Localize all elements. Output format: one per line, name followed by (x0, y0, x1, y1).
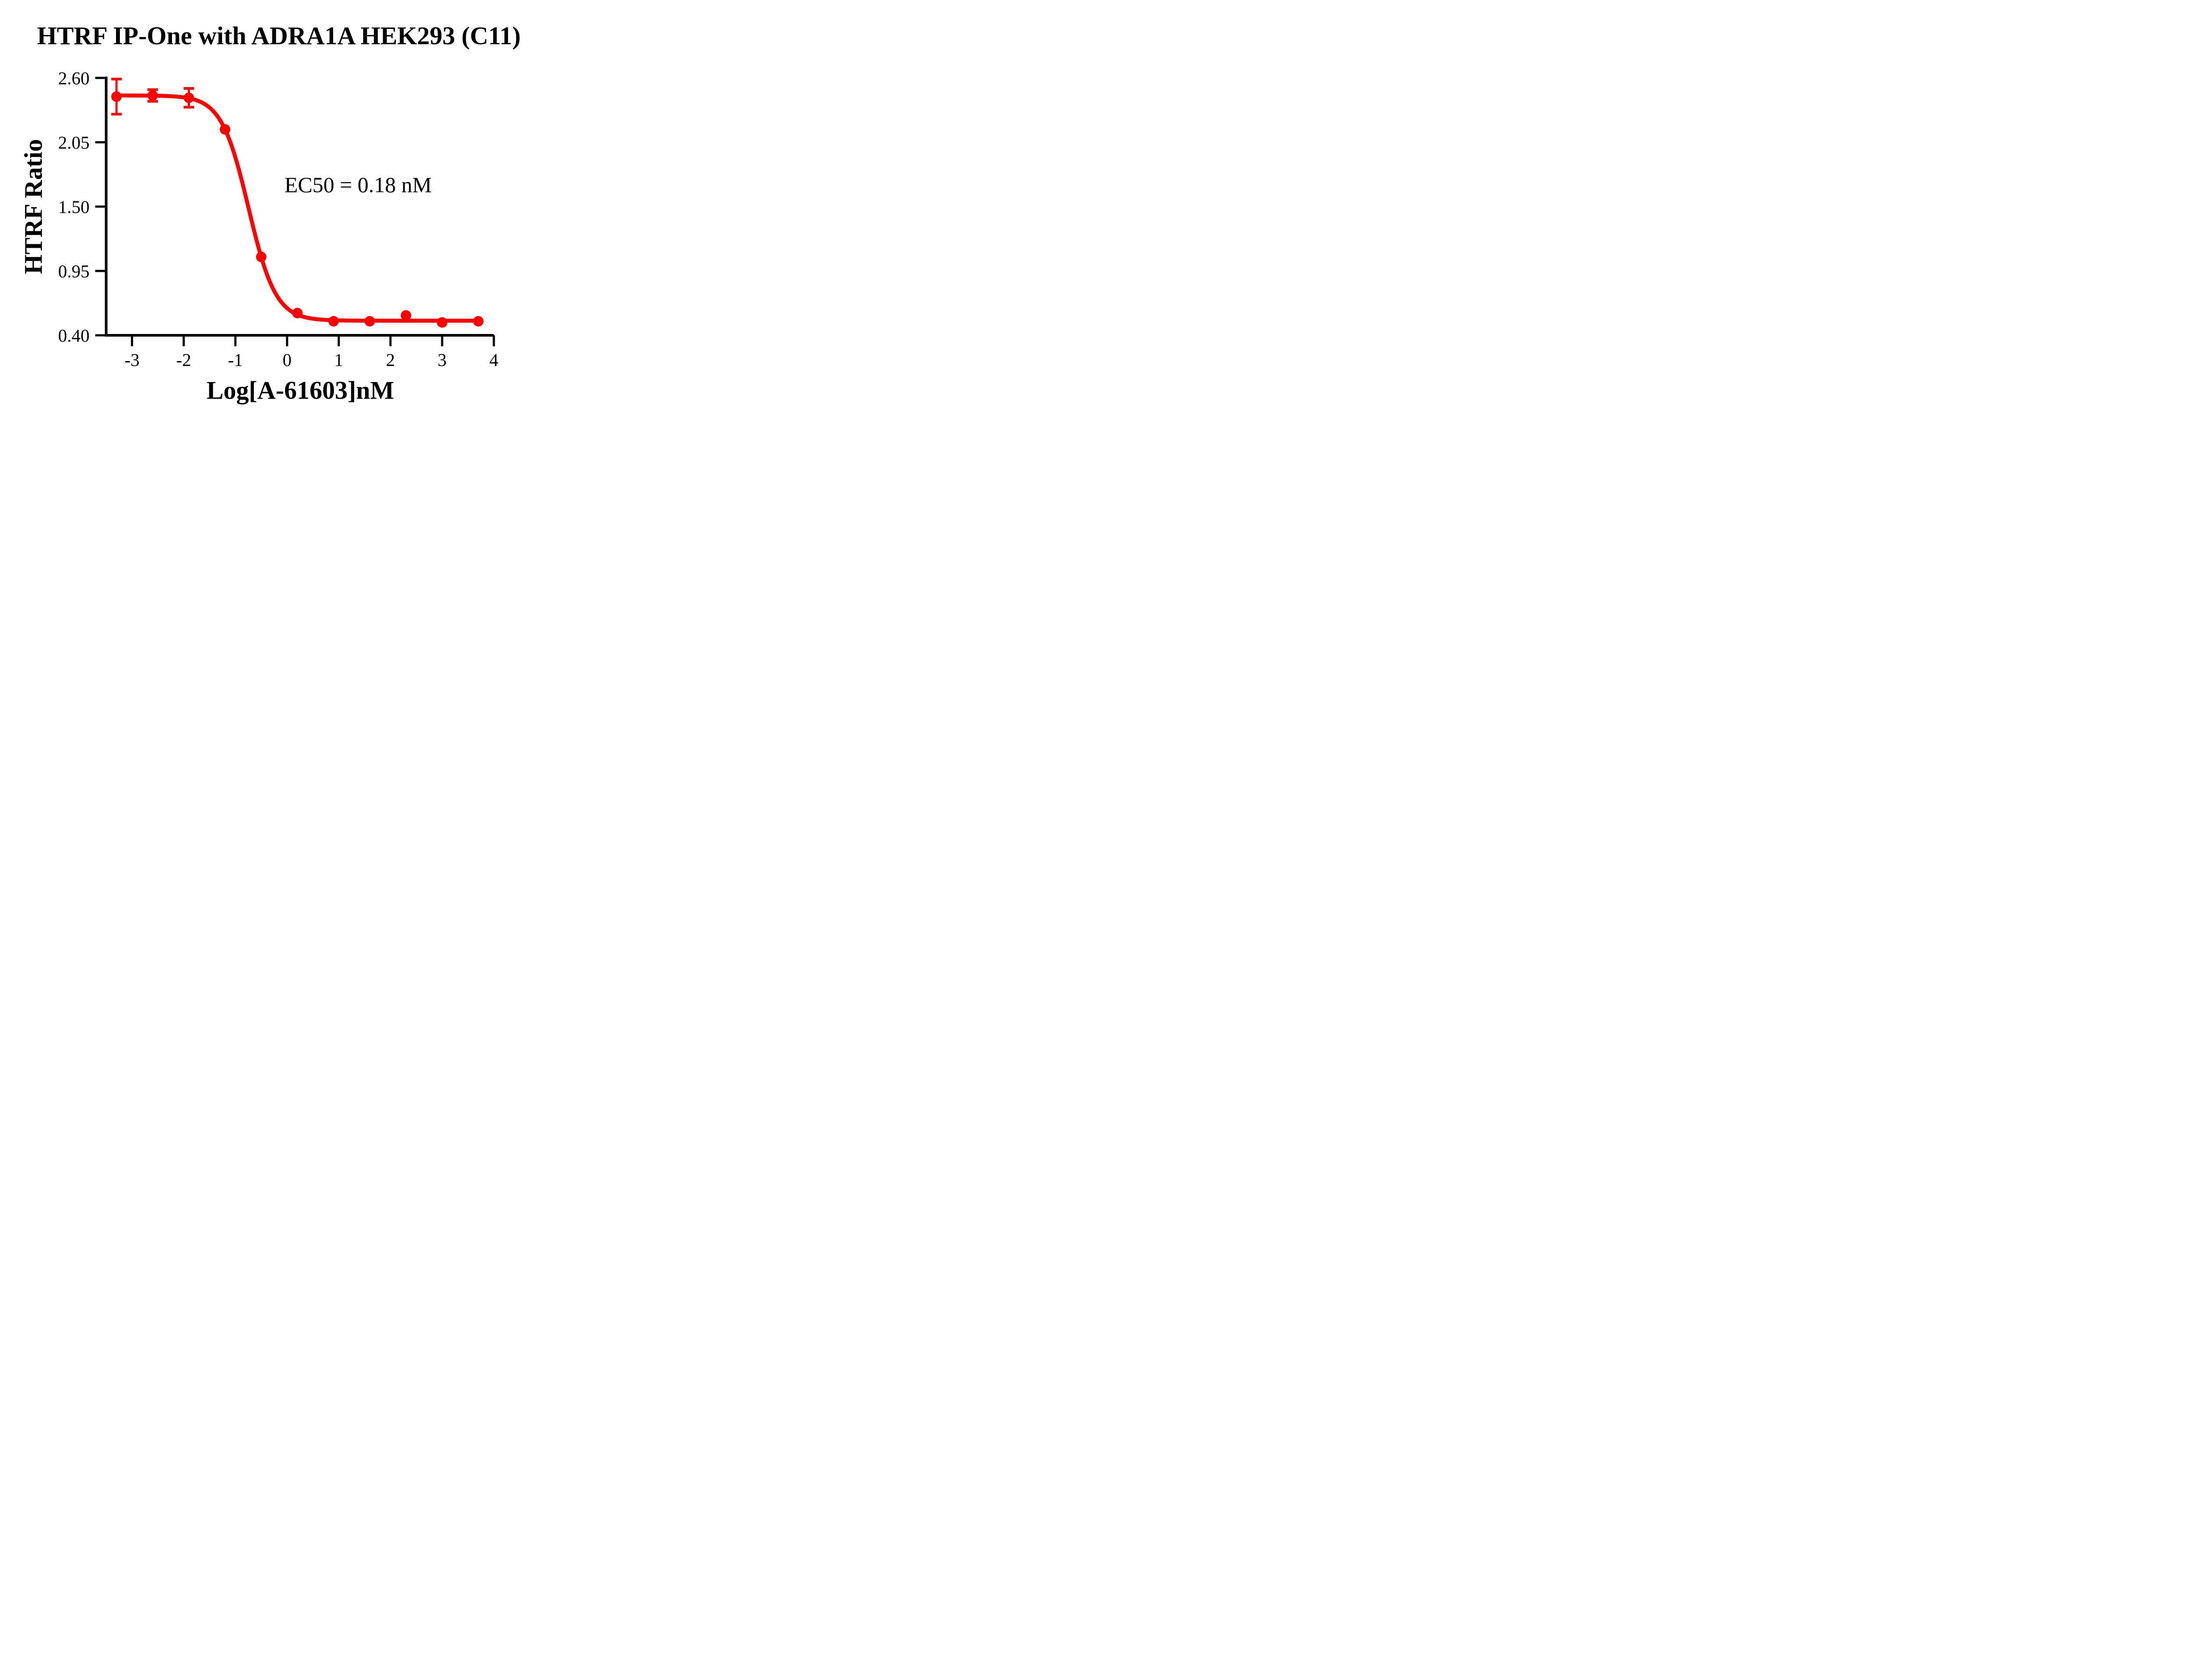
x-tick-label: 2 (386, 350, 395, 370)
data-point (256, 251, 267, 262)
ec50-annotation: EC50 = 0.18 nM (284, 172, 432, 197)
y-tick-label: 2.05 (58, 132, 90, 152)
data-point (401, 310, 412, 321)
data-point (328, 316, 339, 327)
figure-canvas: 0.40 0.95 1.50 2.05 2.60 -3 -2 -1 0 1 2 3 4 HTRF IP-… (0, 0, 562, 420)
x-tick-label: -3 (124, 350, 139, 370)
fit-curve (114, 93, 481, 323)
x-tick-label: 0 (282, 350, 292, 370)
data-point (436, 317, 447, 328)
y-tick-label: 0.40 (58, 325, 90, 345)
x-tick-label: 4 (489, 350, 499, 370)
data-point (183, 92, 194, 103)
y-tick-label: 1.50 (58, 197, 90, 217)
y-axis-label: HTRF Ratio (19, 139, 48, 274)
data-point (111, 91, 122, 102)
x-tick-label: -2 (176, 350, 191, 370)
x-tick-label: 1 (334, 350, 344, 370)
dose-response-plot: 0.40 0.95 1.50 2.05 2.60 -3 -2 -1 0 1 2 3 4 (58, 68, 499, 370)
x-tick-label: -1 (228, 350, 243, 370)
data-point (147, 90, 158, 101)
y-tick-label: 0.95 (58, 261, 90, 281)
data-point (364, 316, 375, 327)
chart-title: HTRF IP-One with ADRA1A HEK293 (C11) (37, 21, 521, 50)
data-point (220, 124, 231, 135)
x-tick-label: 3 (438, 350, 447, 370)
data-point (473, 316, 484, 327)
data-point (292, 308, 303, 319)
x-axis-label: Log[A-61603]nM (206, 376, 394, 404)
y-tick-label: 2.60 (58, 68, 90, 88)
